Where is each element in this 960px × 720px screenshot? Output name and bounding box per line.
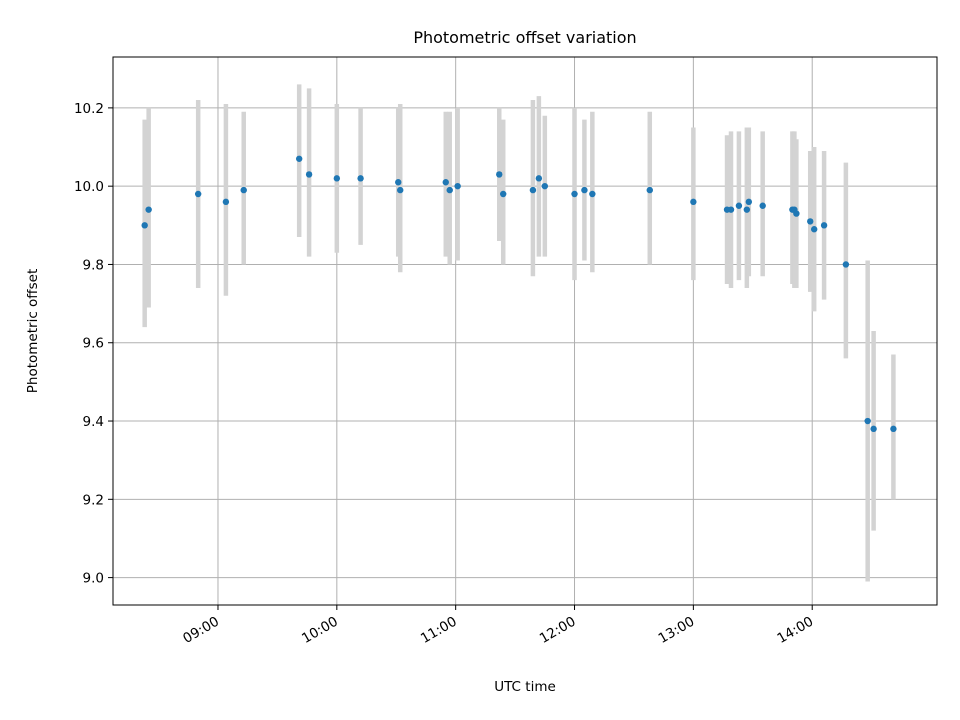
data-point: [442, 179, 449, 186]
data-point: [240, 186, 247, 194]
data-point: [864, 417, 871, 425]
data-point: [357, 175, 364, 182]
data-point: [571, 190, 578, 198]
data-point: [810, 226, 818, 233]
y-tick-label: 9.6: [83, 336, 104, 352]
data-point: [745, 198, 753, 206]
data-point: [820, 222, 828, 229]
data-point: [743, 206, 751, 213]
data-point: [446, 186, 453, 194]
data-point: [222, 198, 230, 206]
data-point: [890, 425, 897, 433]
data-point: [541, 182, 549, 190]
data-point: [141, 222, 148, 229]
y-tick-label: 9.4: [83, 414, 104, 430]
data-point: [295, 155, 303, 162]
data-point: [395, 179, 402, 186]
point-layer: [141, 155, 897, 433]
x-axis-label: UTC time: [494, 679, 556, 695]
data-point: [535, 175, 543, 182]
y-tick-label: 10.2: [74, 101, 104, 117]
data-point: [333, 175, 341, 182]
data-point: [842, 261, 850, 268]
data-point: [690, 198, 697, 206]
data-point: [589, 190, 596, 198]
data-point: [496, 171, 503, 178]
data-point: [397, 186, 404, 194]
data-point: [145, 206, 152, 213]
data-point: [793, 210, 800, 217]
data-point: [581, 186, 588, 194]
y-tick-label: 10.0: [74, 179, 104, 195]
plot-frame: [112, 56, 938, 606]
data-point: [305, 171, 313, 178]
y-tick-label: 9.2: [83, 492, 104, 508]
data-point: [759, 202, 766, 209]
data-point: [529, 186, 537, 194]
data-point: [727, 206, 735, 213]
data-point: [454, 182, 461, 190]
data-point: [646, 186, 653, 194]
data-point: [807, 218, 814, 225]
data-point: [735, 202, 743, 209]
data-point: [194, 190, 202, 198]
y-tick-label: 9.8: [83, 257, 104, 273]
y-axis-label: Photometric offset: [25, 269, 41, 393]
chart-title: Photometric offset variation: [413, 28, 636, 47]
data-point: [870, 425, 877, 433]
y-tick-label: 9.0: [83, 571, 104, 587]
data-point: [500, 190, 507, 198]
